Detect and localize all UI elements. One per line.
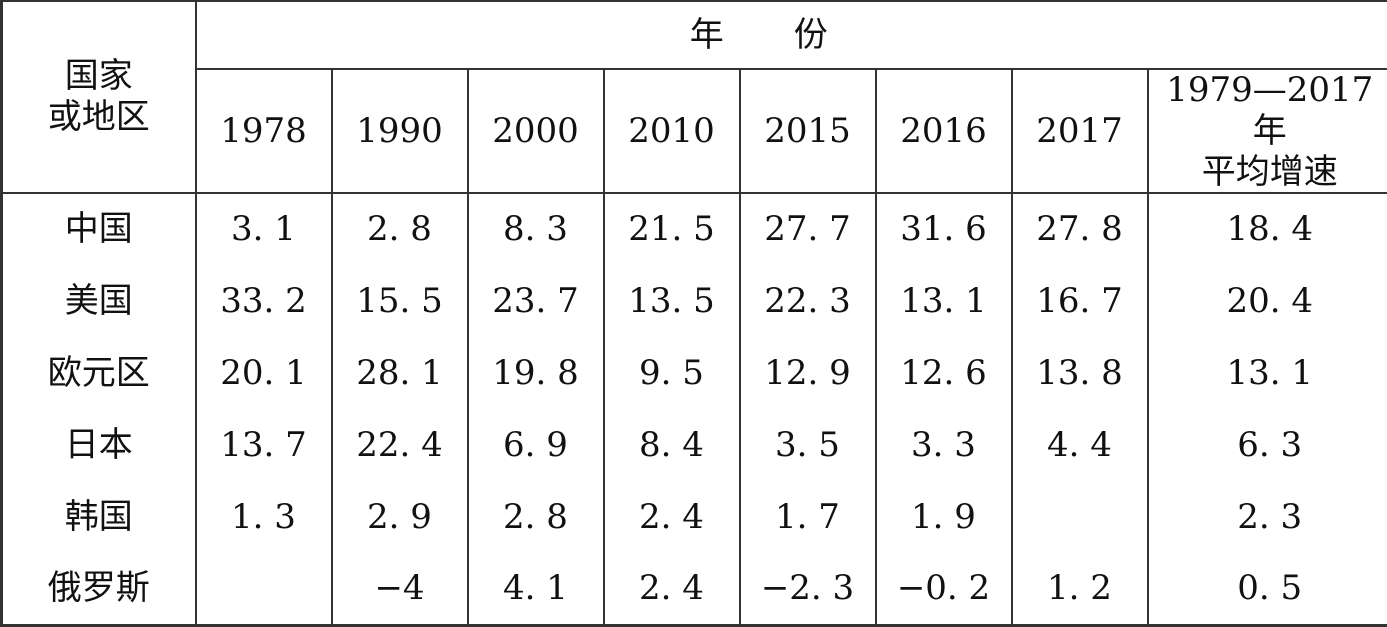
value-cell: 15. 5 [332,265,468,337]
table-row: 中国 3. 1 2. 8 8. 3 21. 5 27. 7 31. 6 27. … [2,193,1387,265]
value-cell: 6. 9 [468,409,604,481]
table-row: 日本 13. 7 22. 4 6. 9 8. 4 3. 5 3. 3 4. 4 … [2,409,1387,481]
average-cell: 18. 4 [1148,193,1387,265]
average-growth-header: 1979—2017 年 平均增速 [1148,69,1387,193]
average-cell: 6. 3 [1148,409,1387,481]
value-cell [1012,481,1148,553]
average-header-line1: 1979—2017 年 [1149,70,1387,152]
average-header-line2: 平均增速 [1149,152,1387,193]
value-cell: 28. 1 [332,337,468,409]
value-cell: 22. 3 [740,265,876,337]
region-label: 日本 [2,409,196,481]
value-cell: 3. 1 [196,193,332,265]
year-header-2010: 2010 [604,69,740,193]
value-cell: 1. 7 [740,481,876,553]
value-cell: 12. 9 [740,337,876,409]
value-cell: 13. 7 [196,409,332,481]
region-column-header: 国家 或地区 [2,1,196,193]
value-cell: 8. 4 [604,409,740,481]
year-header-1978: 1978 [196,69,332,193]
value-cell: 9. 5 [604,337,740,409]
region-header-line1: 国家 [3,56,195,97]
average-cell: 2. 3 [1148,481,1387,553]
value-cell: 23. 7 [468,265,604,337]
region-label: 韩国 [2,481,196,553]
year-header-2015: 2015 [740,69,876,193]
value-cell: 13. 5 [604,265,740,337]
year-header-1990: 1990 [332,69,468,193]
value-cell: 13. 8 [1012,337,1148,409]
value-cell: 3. 3 [876,409,1012,481]
average-cell: 20. 4 [1148,265,1387,337]
year-header-2000: 2000 [468,69,604,193]
region-label: 欧元区 [2,337,196,409]
value-cell: 1. 9 [876,481,1012,553]
year-header-2017: 2017 [1012,69,1148,193]
value-cell: 3. 5 [740,409,876,481]
value-cell: 1. 3 [196,481,332,553]
value-cell: 2. 9 [332,481,468,553]
year-header-2016: 2016 [876,69,1012,193]
table-row: 欧元区 20. 1 28. 1 19. 8 9. 5 12. 9 12. 6 1… [2,337,1387,409]
value-cell: 33. 2 [196,265,332,337]
value-cell: 27. 7 [740,193,876,265]
average-cell: 13. 1 [1148,337,1387,409]
value-cell: 4. 4 [1012,409,1148,481]
table-row: 美国 33. 2 15. 5 23. 7 13. 5 22. 3 13. 1 1… [2,265,1387,337]
value-cell: 12. 6 [876,337,1012,409]
value-cell: 16. 7 [1012,265,1148,337]
region-label: 中国 [2,193,196,265]
years-group-header: 年份 [196,1,1387,69]
region-header-line2: 或地区 [3,97,195,138]
value-cell: 8. 3 [468,193,604,265]
value-cell: 21. 5 [604,193,740,265]
value-cell: 27. 8 [1012,193,1148,265]
value-cell: 2. 8 [332,193,468,265]
region-label: 美国 [2,265,196,337]
table-row: 韩国 1. 3 2. 9 2. 8 2. 4 1. 7 1. 9 2. 3 [2,481,1387,553]
years-group-header-text: 年份 [690,15,898,55]
value-cell: 20. 1 [196,337,332,409]
value-cell: 22. 4 [332,409,468,481]
value-cell: 2. 4 [604,481,740,553]
value-cell: 2. 8 [468,481,604,553]
value-cell: 31. 6 [876,193,1012,265]
value-cell: 13. 1 [876,265,1012,337]
value-cell: 19. 8 [468,337,604,409]
